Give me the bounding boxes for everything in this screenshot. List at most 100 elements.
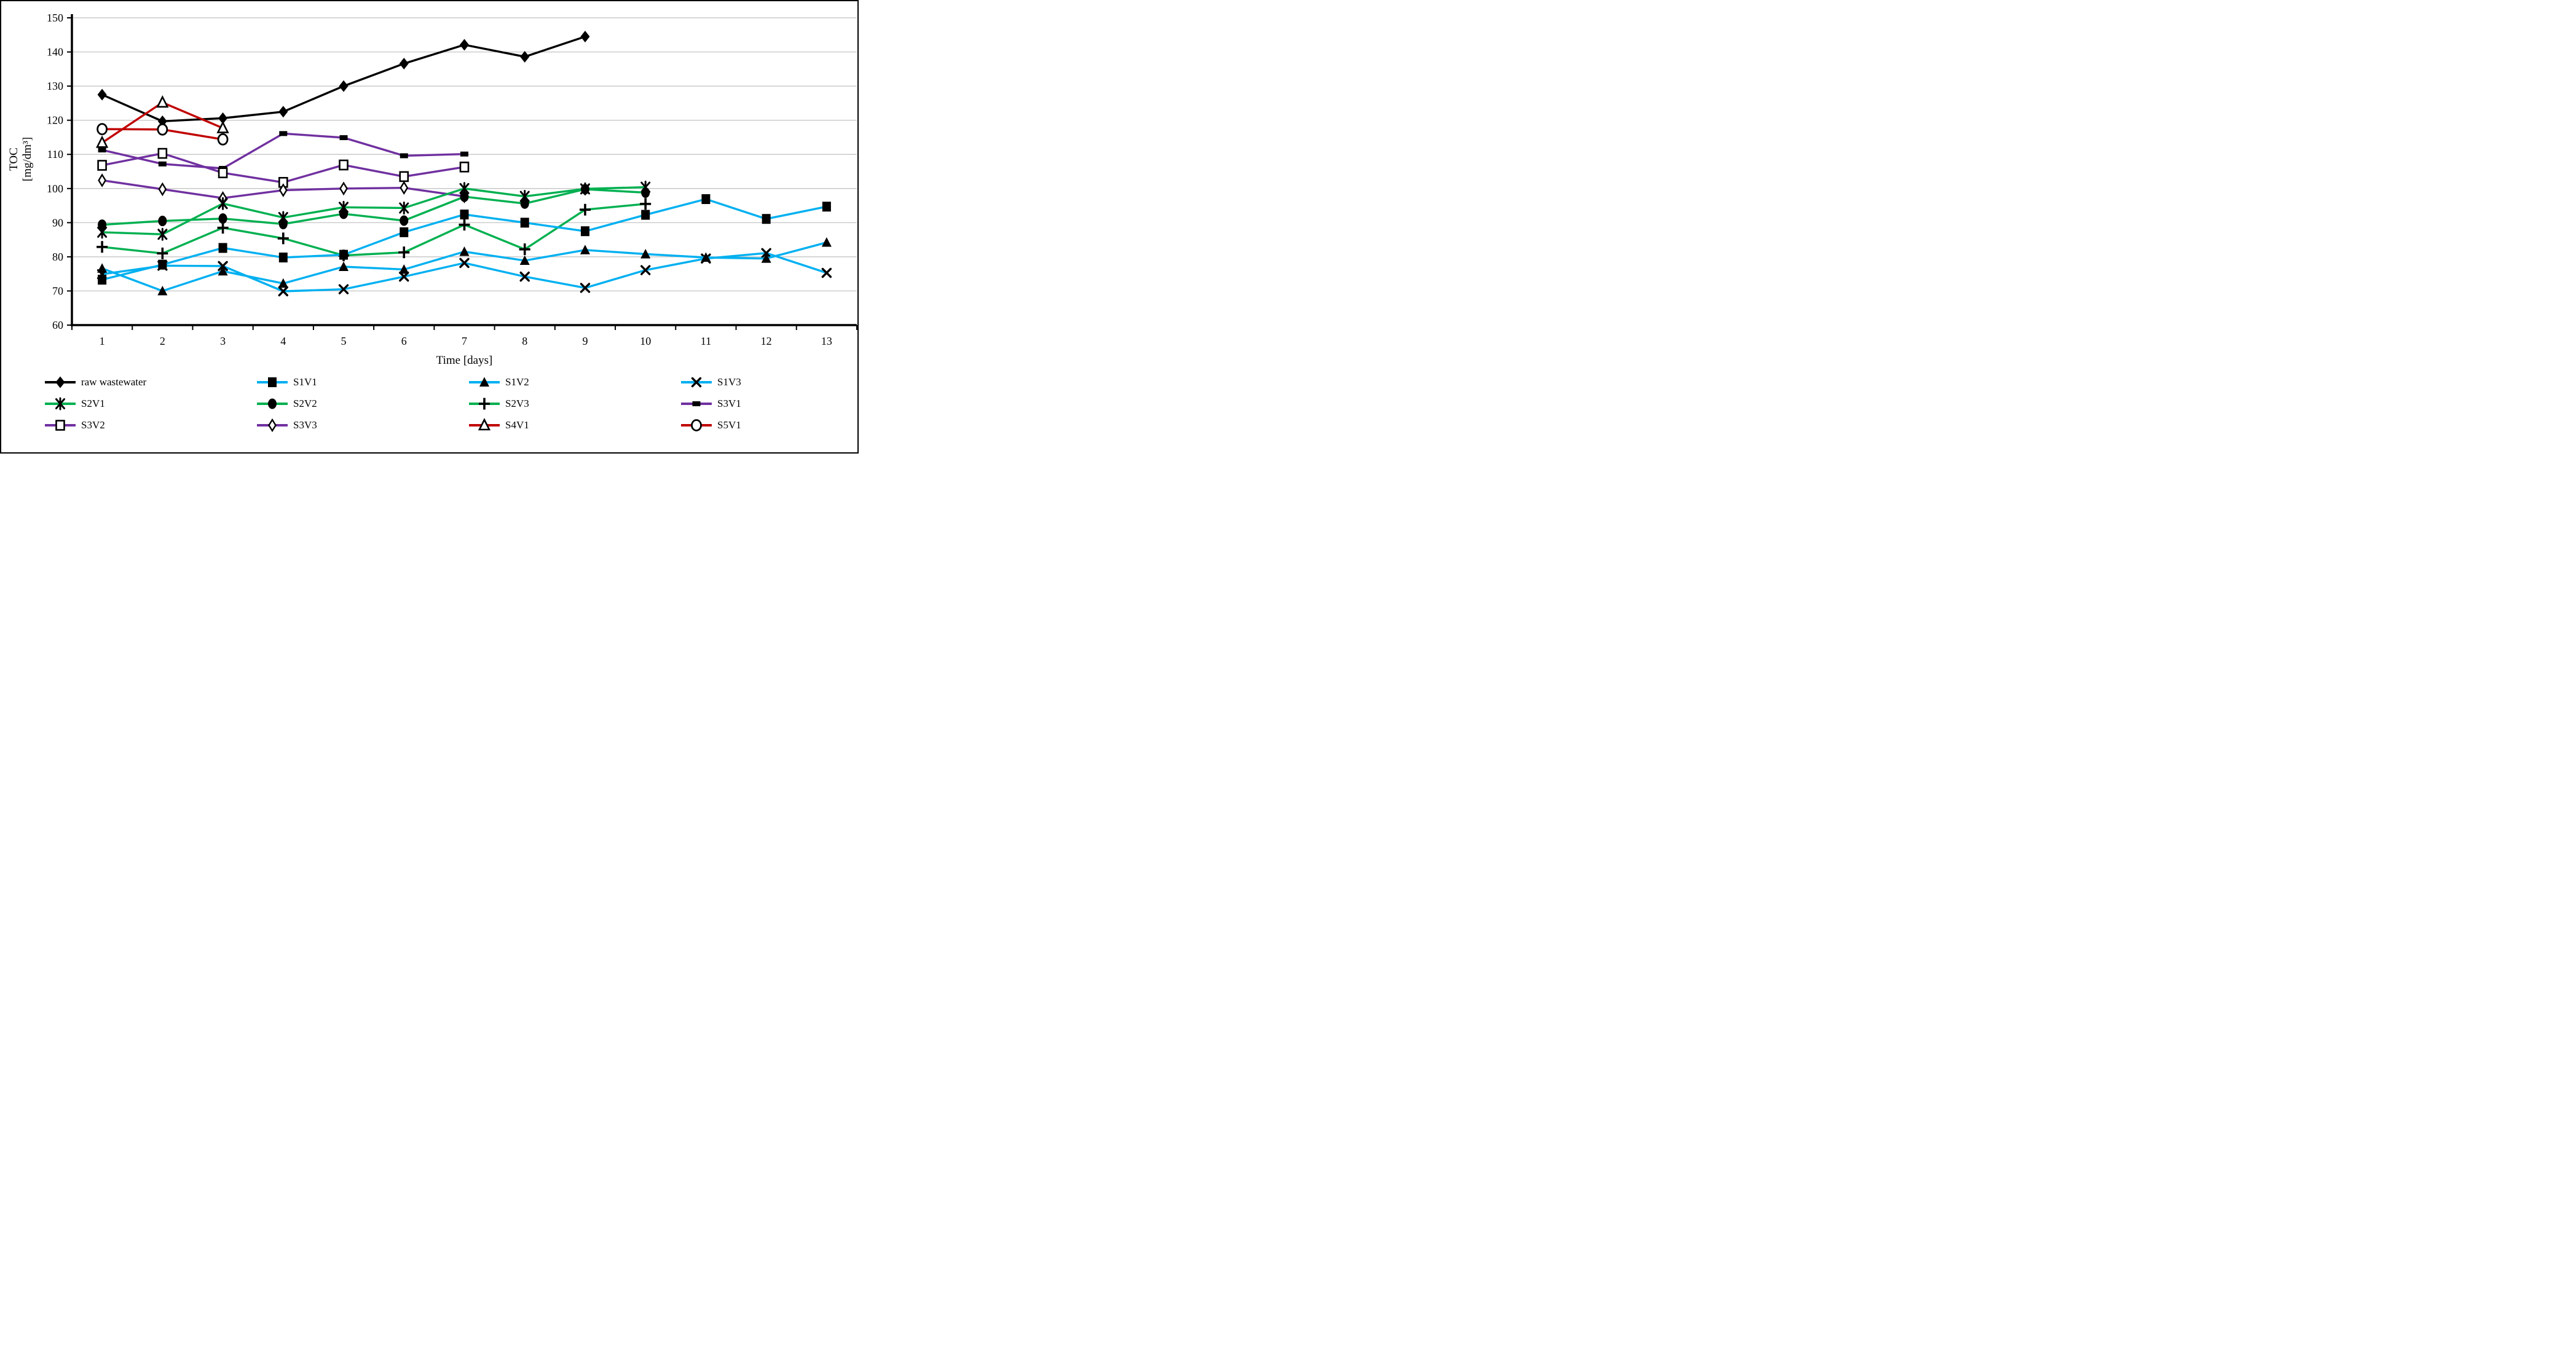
legend-swatch-triangle-icon [469,377,500,387]
marker-square [98,275,107,285]
chart-legend: raw wastewater S1V1 S1V2 S1V3 S2V1 S2V2 S2V3 S3… [1,369,857,433]
marker-dash [460,151,468,157]
marker-dash [400,153,408,159]
legend-item-S2V3: S2V3 [468,396,680,411]
marker-plus [459,219,470,231]
series-line [101,203,646,257]
axes [67,14,857,330]
series-S2V2 [98,184,650,230]
marker-circle-open [691,419,702,431]
marker-triangle-open [216,120,229,133]
marker-triangle-open [478,418,491,431]
legend-item-S1V3: S1V3 [680,375,857,390]
marker-triangle [278,278,288,288]
marker-plus [640,198,652,210]
x-tick-label-13: 13 [821,335,832,347]
x-tick-label-5: 5 [341,335,347,347]
legend-label: S1V1 [293,376,317,388]
y-tick-label-140: 140 [47,46,63,58]
marker-square-open [399,171,409,183]
legend-label: S2V1 [81,398,105,409]
marker-plus [217,222,229,234]
marker-square [701,194,711,204]
legend-swatch-plus-icon [469,398,500,410]
legend-label: S3V1 [717,398,741,409]
y-axis-title: TOC [mg/dm³] [7,137,34,181]
marker-square-open [218,167,228,179]
legend-swatch-circle-icon [257,398,288,409]
series-S2V1 [97,181,651,241]
x-tick-label-2: 2 [160,335,165,347]
legend-item-S3V2: S3V2 [44,418,256,433]
legend-item-S2V1: S2V1 [44,396,256,411]
legend-swatch-triangle-open-icon [469,418,500,431]
marker-circle-open [157,123,168,136]
marker-plus [157,247,168,259]
legend-label: S3V2 [81,419,105,431]
marker-square [218,243,227,253]
marker-diamond [460,39,469,51]
marker-x [640,265,651,275]
legend-swatch-square-icon [257,377,288,387]
marker-square [400,227,409,237]
marker-square-open [459,161,470,173]
series-S1V1 [98,194,831,285]
x-tick-label-4: 4 [280,335,286,347]
y-tick-label-60: 60 [52,319,63,331]
legend-item-S3V1: S3V1 [680,396,857,411]
marker-x [691,377,702,388]
legend-swatch-star-icon [45,397,76,411]
marker-circle [460,191,469,202]
marker-dash [158,161,167,167]
marker-x [580,283,591,293]
legend-label: S2V2 [293,398,317,409]
marker-dash [692,401,701,406]
y-axis-title-line2: [mg/dm³] [21,137,34,181]
marker-triangle-open [96,135,109,148]
marker-square [158,259,167,270]
marker-x [399,271,409,282]
series-S2V3 [97,198,652,262]
marker-diamond [97,88,107,101]
marker-plus [398,246,410,259]
y-tick-label-130: 130 [47,80,63,92]
marker-plus [519,243,530,256]
marker-dash [98,147,106,152]
marker-diamond-open [278,183,288,197]
marker-diamond [218,112,228,124]
x-tick-label-3: 3 [220,335,226,347]
marker-diamond-open [158,182,167,197]
legend-swatch-square-open-icon [45,420,76,431]
marker-diamond [339,80,349,92]
marker-square [278,253,288,262]
legend-item-S5V1: S5V1 [680,418,857,433]
legend-item-S1V1: S1V1 [256,375,468,390]
marker-circle-open [217,133,229,146]
marker-diamond-open [339,181,348,196]
x-tick-label-8: 8 [522,335,527,347]
marker-square [762,214,771,224]
marker-square-open [97,160,107,171]
series-line [101,252,827,293]
marker-square [268,377,277,387]
legend-swatch-x-icon [681,377,712,388]
legend-label: S4V1 [505,419,529,431]
marker-square-open [157,147,168,159]
marker-triangle [761,253,771,263]
marker-diamond-open [98,173,107,187]
marker-x [338,284,349,294]
marker-circle [580,184,589,195]
x-tick-label-6: 6 [401,335,407,347]
legend-label: S1V3 [717,376,741,388]
marker-circle [400,215,409,226]
marker-diamond [580,31,590,43]
marker-triangle [97,263,108,273]
y-tick-label-90: 90 [52,216,63,229]
x-axis-title: Time [days] [436,354,493,367]
x-tick-label-9: 9 [582,335,588,347]
y-tick-label-100: 100 [47,183,63,195]
marker-plus [97,241,108,253]
legend-swatch-dash-icon [681,401,712,406]
marker-diamond [55,376,65,388]
